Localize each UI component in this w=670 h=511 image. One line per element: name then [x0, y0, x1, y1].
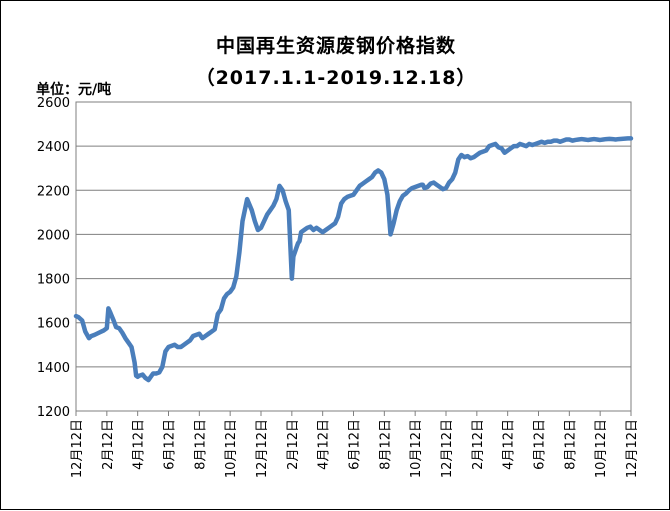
series-layer — [73, 136, 634, 383]
x-tick-label: 10月12日 — [224, 419, 239, 478]
y-tick-label: 1400 — [37, 361, 70, 376]
y-axis-ticks: 1200 1400 1600 1800 2000 2200 2400 2600 — [37, 96, 70, 420]
x-tick-label: 12月12日 — [255, 419, 270, 478]
x-tick-label: 10月12日 — [594, 419, 609, 478]
x-tick-label: 6月12日 — [163, 419, 178, 470]
x-tick-label: 8月12日 — [378, 419, 393, 470]
x-axis-ticks: 12月12日 2月12日 4月12日 6月12日 8月12日 10月12日 12月12日 2月… — [70, 411, 640, 478]
y-tick-label: 1200 — [37, 405, 70, 420]
x-tick-label: 4月12日 — [132, 419, 147, 470]
y-tick-label: 2200 — [37, 184, 70, 199]
y-tick-label: 2400 — [37, 140, 70, 155]
x-tick-label: 6月12日 — [348, 419, 363, 470]
grid-lines — [75, 101, 632, 412]
plot-area — [75, 101, 632, 412]
x-tick-label: 12月12日 — [440, 419, 455, 478]
x-tick-label: 2月12日 — [471, 419, 486, 470]
x-tick-label: 8月12日 — [563, 419, 578, 470]
x-tick-label: 4月12日 — [317, 419, 332, 470]
unit-label: 单位：元/吨 — [36, 82, 112, 98]
x-tick-label: 8月12日 — [193, 419, 208, 470]
y-tick-label: 2600 — [37, 96, 70, 111]
y-tick-label: 1600 — [37, 317, 70, 332]
x-tick-label: 2月12日 — [286, 419, 301, 470]
x-tick-label: 2月12日 — [101, 419, 116, 470]
x-tick-label: 12月12日 — [70, 419, 85, 478]
y-tick-label: 2000 — [37, 228, 70, 243]
x-tick-label: 12月12日 — [625, 419, 640, 478]
series-line — [73, 136, 634, 383]
x-tick-label: 10月12日 — [409, 419, 424, 478]
chart-title: 中国再生资源废钢价格指数 — [215, 35, 456, 57]
x-tick-label: 6月12日 — [533, 419, 548, 470]
y-tick-label: 1800 — [37, 273, 70, 288]
chart-subtitle: （2017.1.1-2019.12.18） — [195, 67, 477, 89]
x-tick-label: 4月12日 — [502, 419, 517, 470]
